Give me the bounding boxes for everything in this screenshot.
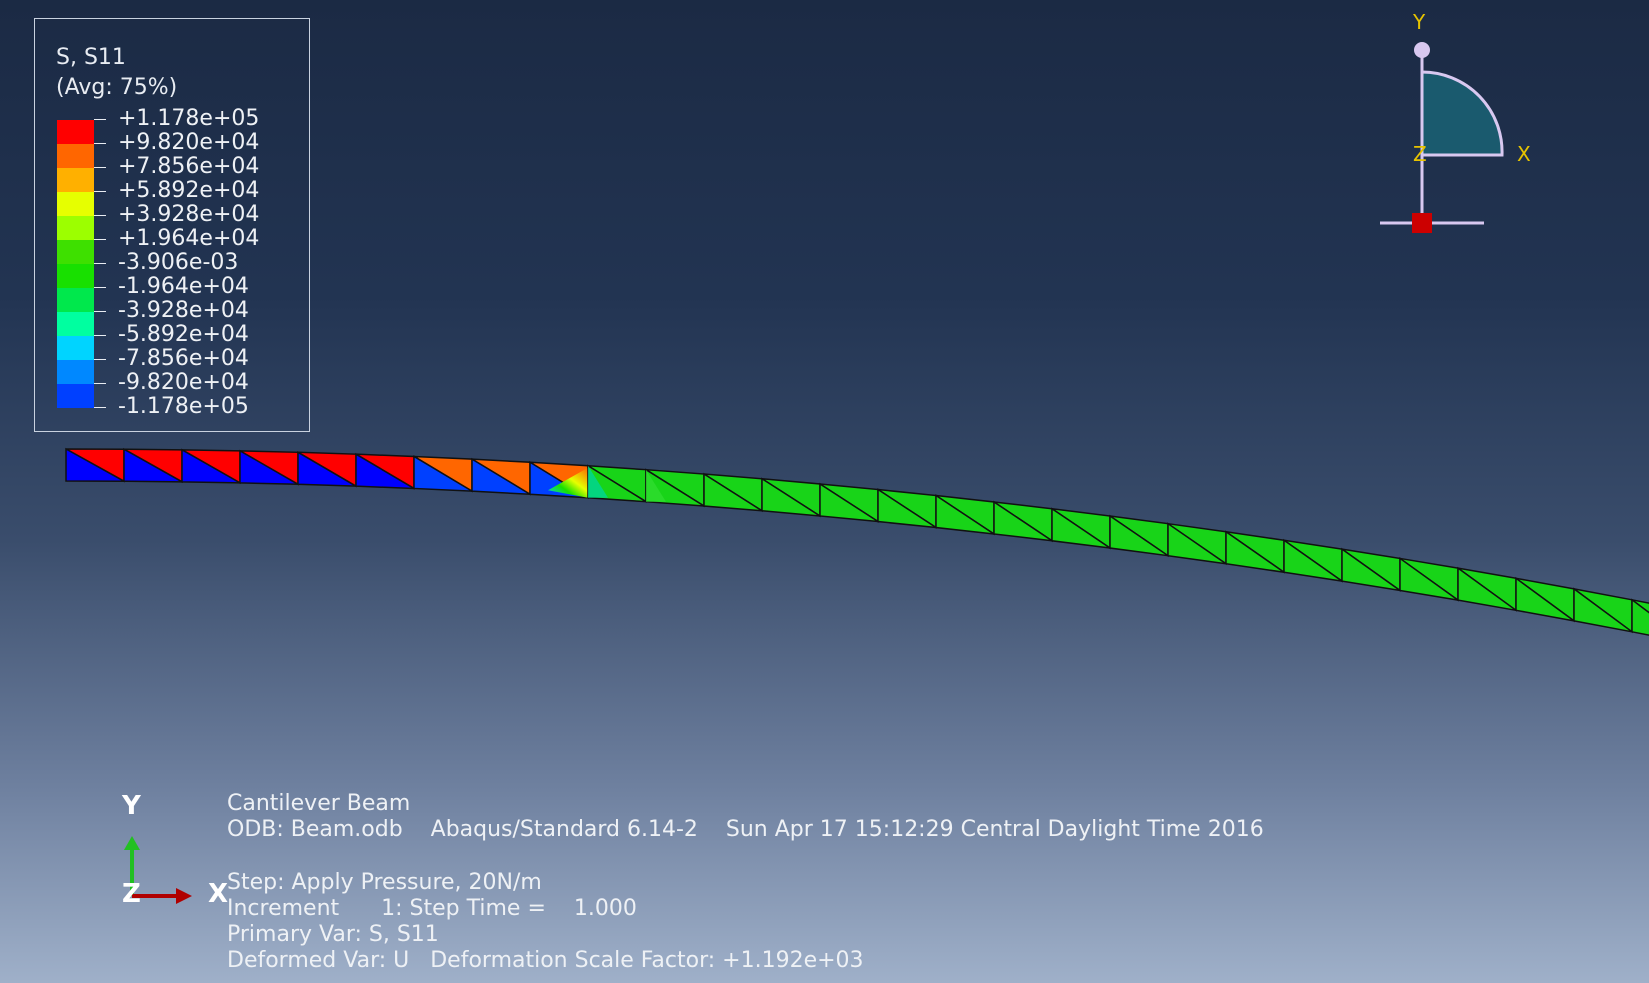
legend-swatch — [57, 120, 94, 144]
mesh-element-lower — [65, 447, 125, 482]
legend-swatch — [57, 312, 94, 336]
primary-var-line: Primary Var: S, S11 — [227, 922, 439, 947]
deformed-var-line: Deformed Var: U Deformation Scale Factor… — [227, 948, 864, 973]
legend-value-label: +1.178e+05 — [118, 106, 260, 131]
legend-averaging-note: (Avg: 75%) — [56, 75, 178, 100]
triad-quadrant-shape — [1420, 70, 1504, 157]
mesh-element-lower — [297, 451, 357, 487]
mesh-transition-shade — [646, 469, 666, 502]
legend-value-label: +1.964e+04 — [118, 226, 260, 251]
legend-swatch — [57, 360, 94, 384]
triad-y-label: Y — [1413, 10, 1426, 34]
mesh-element-lower — [1341, 547, 1401, 592]
model-title: Cantilever Beam — [227, 791, 411, 816]
legend-swatch — [57, 216, 94, 240]
legend-swatch — [57, 168, 94, 192]
mesh-element-lower — [1573, 587, 1633, 633]
legend-swatch — [57, 384, 94, 408]
mesh-element-lower — [1631, 598, 1649, 636]
legend-tick — [94, 167, 106, 168]
legend-value-label: -3.928e+04 — [118, 298, 249, 323]
mesh-element-lower — [1283, 538, 1343, 582]
increment-info-line: Increment 1: Step Time = 1.000 — [227, 896, 637, 921]
mesh-element-lower — [413, 455, 473, 492]
legend-value-label: +3.928e+04 — [118, 202, 260, 227]
beam-elements — [65, 447, 1649, 636]
mesh-element-lower — [529, 460, 589, 499]
mesh-element-lower — [239, 449, 299, 486]
mesh-element-lower — [1109, 514, 1169, 557]
mesh-element-lower — [935, 494, 995, 535]
legend-tick — [94, 143, 106, 144]
mesh-element-lower — [993, 500, 1053, 542]
axis-x-arrowhead-icon — [176, 888, 192, 904]
legend-swatch — [57, 144, 94, 168]
mesh-element-lower — [819, 482, 879, 523]
legend-swatch — [57, 264, 94, 288]
mesh-element-lower — [1515, 576, 1575, 622]
mesh-element-lower — [1399, 556, 1459, 601]
legend-value-label: +9.820e+04 — [118, 130, 260, 155]
legend-swatch — [57, 240, 94, 264]
global-x-label: X — [208, 879, 229, 909]
legend-tick — [94, 263, 106, 264]
mesh-element-lower — [703, 472, 763, 512]
legend-tick — [94, 215, 106, 216]
mesh-transition-shade — [588, 465, 608, 498]
legend-tick — [94, 383, 106, 384]
mesh-element-lower — [1225, 530, 1285, 573]
mesh-element-lower — [181, 448, 241, 484]
mesh-element-lower — [1051, 507, 1111, 549]
legend-value-label: -1.178e+05 — [118, 394, 249, 419]
legend-tick — [94, 359, 106, 360]
mesh-element-lower — [1457, 566, 1517, 612]
global-z-label: Z — [122, 879, 141, 909]
legend-tick — [94, 191, 106, 192]
legend-value-label: +7.856e+04 — [118, 154, 260, 179]
legend-tick — [94, 119, 106, 120]
global-y-label: Y — [122, 791, 141, 821]
step-info-line: Step: Apply Pressure, 20N/m — [227, 870, 542, 895]
triad-y-knob-icon — [1414, 42, 1430, 58]
mesh-element-lower — [123, 447, 183, 483]
mesh-element-lower — [471, 457, 531, 495]
mesh-element-lower — [877, 488, 937, 529]
legend-value-label: -9.820e+04 — [118, 370, 249, 395]
mesh-element-lower — [1167, 522, 1227, 565]
mesh-element-lower — [761, 477, 821, 517]
legend-value-label: -5.892e+04 — [118, 322, 249, 347]
triad-origin-square-icon — [1412, 213, 1432, 233]
legend-value-label: -3.906e-03 — [118, 250, 239, 275]
legend-color-bar — [57, 120, 94, 408]
global-axis-triad — [124, 836, 192, 904]
odb-info-line: ODB: Beam.odb Abaqus/Standard 6.14-2 Sun… — [227, 817, 1264, 842]
mesh-stress-gradient — [548, 467, 588, 498]
legend-tick — [94, 287, 106, 288]
legend-swatch — [57, 288, 94, 312]
legend-tick — [94, 311, 106, 312]
legend-variable-title: S, S11 — [56, 45, 126, 70]
axis-y-arrowhead-icon — [124, 836, 140, 850]
legend-value-label: -1.964e+04 — [118, 274, 249, 299]
view-orientation-triad — [1380, 42, 1504, 233]
legend-tick — [94, 239, 106, 240]
mesh-element-lower — [355, 452, 415, 490]
legend-swatch — [57, 192, 94, 216]
legend-value-label: +5.892e+04 — [118, 178, 260, 203]
legend-tick — [94, 407, 106, 408]
triad-x-label: X — [1517, 142, 1531, 166]
triad-z-label: Z — [1413, 142, 1427, 166]
legend-swatch — [57, 336, 94, 360]
contour-legend — [34, 18, 310, 432]
legend-value-label: -7.856e+04 — [118, 346, 249, 371]
legend-tick — [94, 335, 106, 336]
